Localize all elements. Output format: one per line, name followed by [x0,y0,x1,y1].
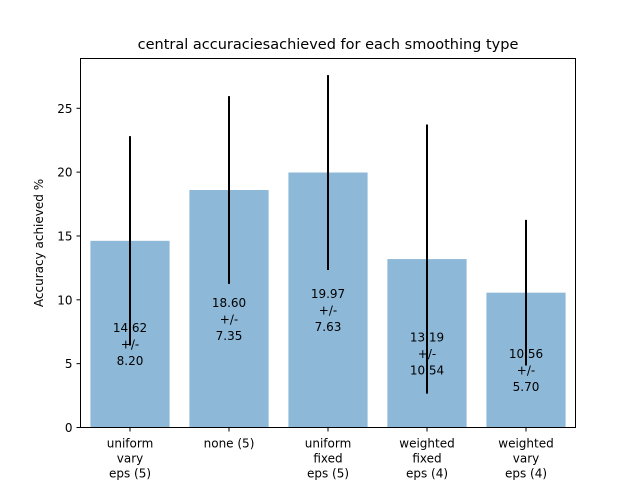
y-tick-label: 5 [65,357,73,371]
y-axis-ticks: 0 5 10 15 20 25 [57,102,81,435]
data-label: 13.19 +/-10.54 [410,330,444,377]
y-tick-label: 20 [57,166,72,180]
x-tick-label: uniform fixed eps (5) [305,437,352,480]
y-tick-label: 15 [57,229,72,243]
chart-title: central accuraciesachieved for each smoo… [138,37,519,53]
data-labels-group: 14.62 +/-8.20 18.60 +/-7.35 19.97 +/-7.63 13.1… [113,287,543,394]
data-label: 14.62 +/-8.20 [113,321,147,368]
data-label: 18.60 +/-7.35 [212,296,246,343]
y-tick-label: 10 [57,293,72,307]
y-axis-label: Accuracy achieved % [32,179,46,307]
x-axis-ticks: uniform vary eps (5) none (5) uniform fixed ep… [107,427,554,480]
x-tick-label: weighted vary eps (4) [498,437,553,480]
x-tick-label: none (5) [204,437,255,451]
y-tick-label: 0 [65,421,73,435]
y-tick-label: 25 [57,102,72,116]
data-label: 10.56 +/-5.70 [509,347,543,394]
x-tick-label: uniform vary eps (5) [107,437,154,480]
x-tick-label: weighted fixed eps (4) [399,437,454,480]
error-bars-group [129,75,527,394]
data-label: 19.97 +/-7.63 [311,287,345,334]
